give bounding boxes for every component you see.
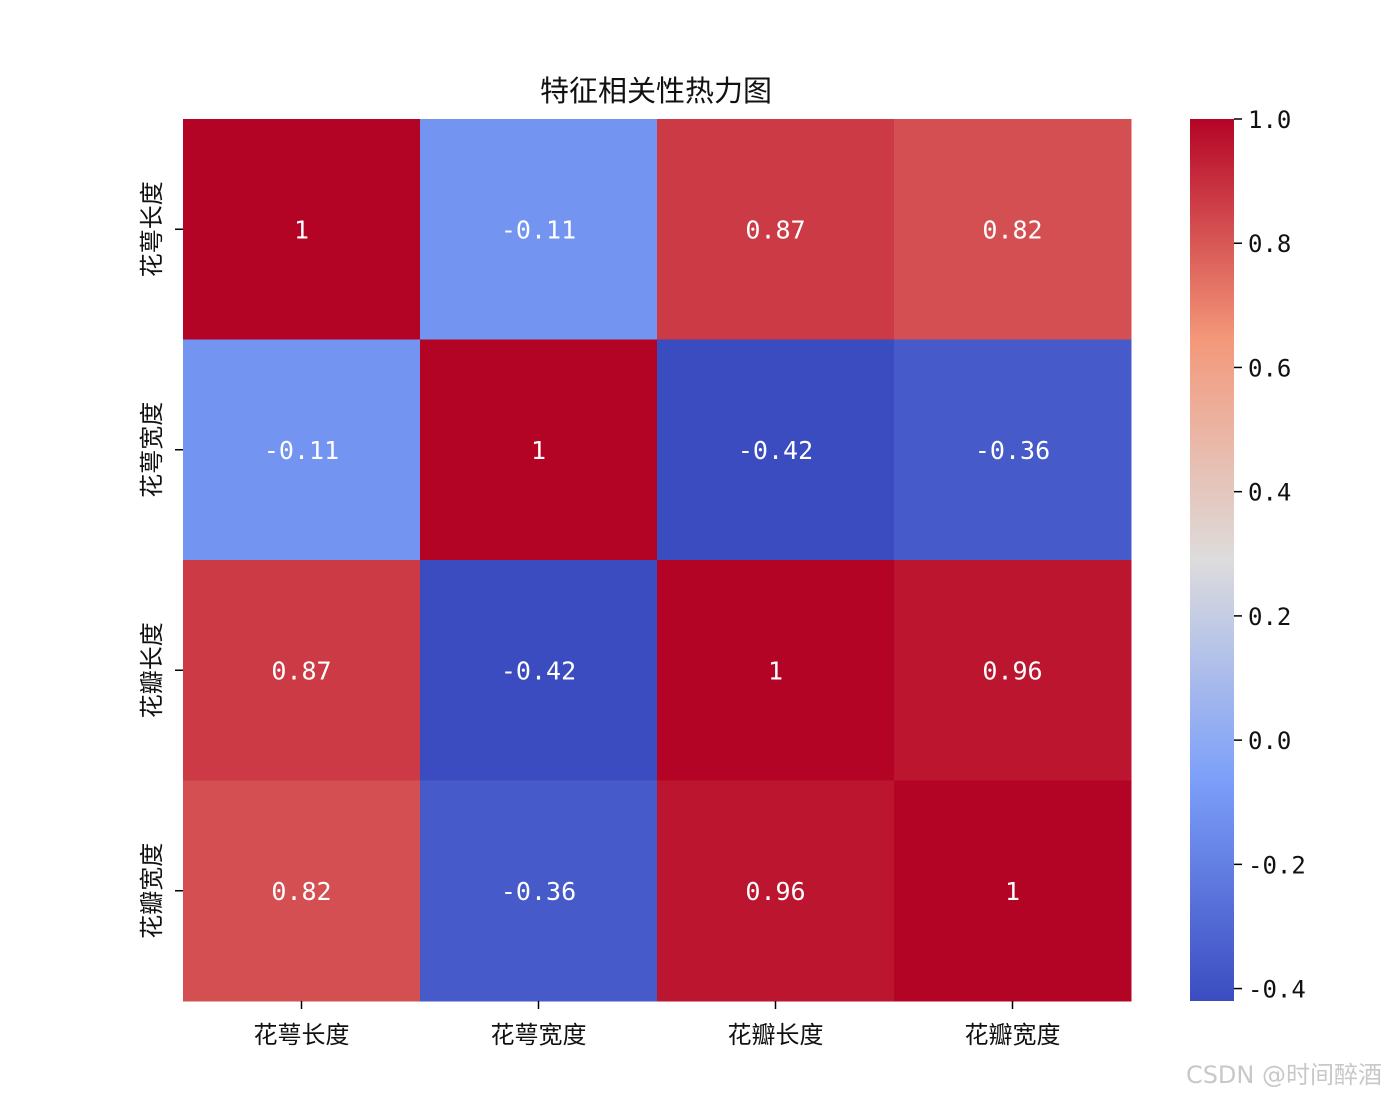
watermark: CSDN @时间醉酒 <box>1185 1061 1382 1089</box>
heatmap-cell <box>420 560 658 781</box>
colorbar-tick-label: 0.4 <box>1248 479 1291 507</box>
y-tick-label: 花瓣长度 <box>138 622 166 718</box>
heatmap-cell <box>183 119 421 340</box>
x-tick-label: 花瓣长度 <box>728 1021 824 1049</box>
cell-annotations: 1 -0.11 0.87 0.82 -0.11 1 -0.42 -0.36 0.87 -0.42 1… <box>264 215 1050 906</box>
heatmap-cell <box>894 339 1132 561</box>
heatmap-cell <box>420 119 658 340</box>
cell-annotation: -0.11 <box>501 215 576 244</box>
heatmap-cell <box>657 339 895 561</box>
colorbar: 1.0 0.8 0.6 0.4 0.2 0.0 -0.2 -0.4 <box>1190 106 1306 1004</box>
colorbar-tick-label: 1.0 <box>1248 106 1291 134</box>
cell-annotation: -0.42 <box>738 436 813 465</box>
cell-annotation: 0.82 <box>271 877 331 906</box>
cell-annotation: -0.36 <box>501 877 576 906</box>
heatmap-cell <box>657 119 895 340</box>
cell-annotation: 0.82 <box>982 215 1042 244</box>
colorbar-tick-label: 0.0 <box>1248 727 1291 755</box>
colorbar-tick-label: -0.2 <box>1248 851 1306 879</box>
cell-annotation: 1 <box>768 656 783 685</box>
x-axis: 花萼长度 花萼宽度 花瓣长度 花瓣宽度 <box>254 1001 1061 1049</box>
heatmap-cell <box>894 119 1132 340</box>
heatmap-cell <box>420 339 658 561</box>
cell-annotation: 1 <box>1005 877 1020 906</box>
heatmap-cell <box>183 780 421 1002</box>
colorbar-tick-label: 0.2 <box>1248 603 1291 631</box>
y-tick-label: 花萼宽度 <box>138 402 166 498</box>
heatmap-cell <box>894 780 1132 1002</box>
x-tick-label: 花萼宽度 <box>491 1021 587 1049</box>
heatmap-cell <box>894 560 1132 781</box>
heatmap-cell <box>420 780 658 1002</box>
cell-annotation: 1 <box>294 215 309 244</box>
chart-title: 特征相关性热力图 <box>540 74 772 108</box>
colorbar-tick-label: 0.8 <box>1248 230 1291 258</box>
cell-annotation: -0.36 <box>975 436 1050 465</box>
cell-annotation: 0.87 <box>271 656 331 685</box>
cell-annotation: 0.87 <box>745 215 805 244</box>
cell-annotation: -0.11 <box>264 436 339 465</box>
cell-annotation: -0.42 <box>501 656 576 685</box>
colorbar-tick-label: -0.4 <box>1248 976 1306 1004</box>
colorbar-gradient <box>1190 119 1234 1001</box>
x-tick-label: 花萼长度 <box>254 1021 350 1049</box>
cell-annotation: 0.96 <box>745 877 805 906</box>
x-tick-label: 花瓣宽度 <box>965 1021 1061 1049</box>
cell-annotation: 0.96 <box>982 656 1042 685</box>
y-tick-label: 花萼长度 <box>138 181 166 277</box>
colorbar-tick-label: 0.6 <box>1248 354 1291 382</box>
heatmap-cell <box>183 560 421 781</box>
y-tick-label: 花瓣宽度 <box>138 843 166 939</box>
heatmap-cells <box>183 119 1132 1002</box>
heatmap-cell <box>657 560 895 781</box>
cell-annotation: 1 <box>531 436 546 465</box>
heatmap-cell <box>657 780 895 1002</box>
heatmap-cell <box>183 339 421 561</box>
